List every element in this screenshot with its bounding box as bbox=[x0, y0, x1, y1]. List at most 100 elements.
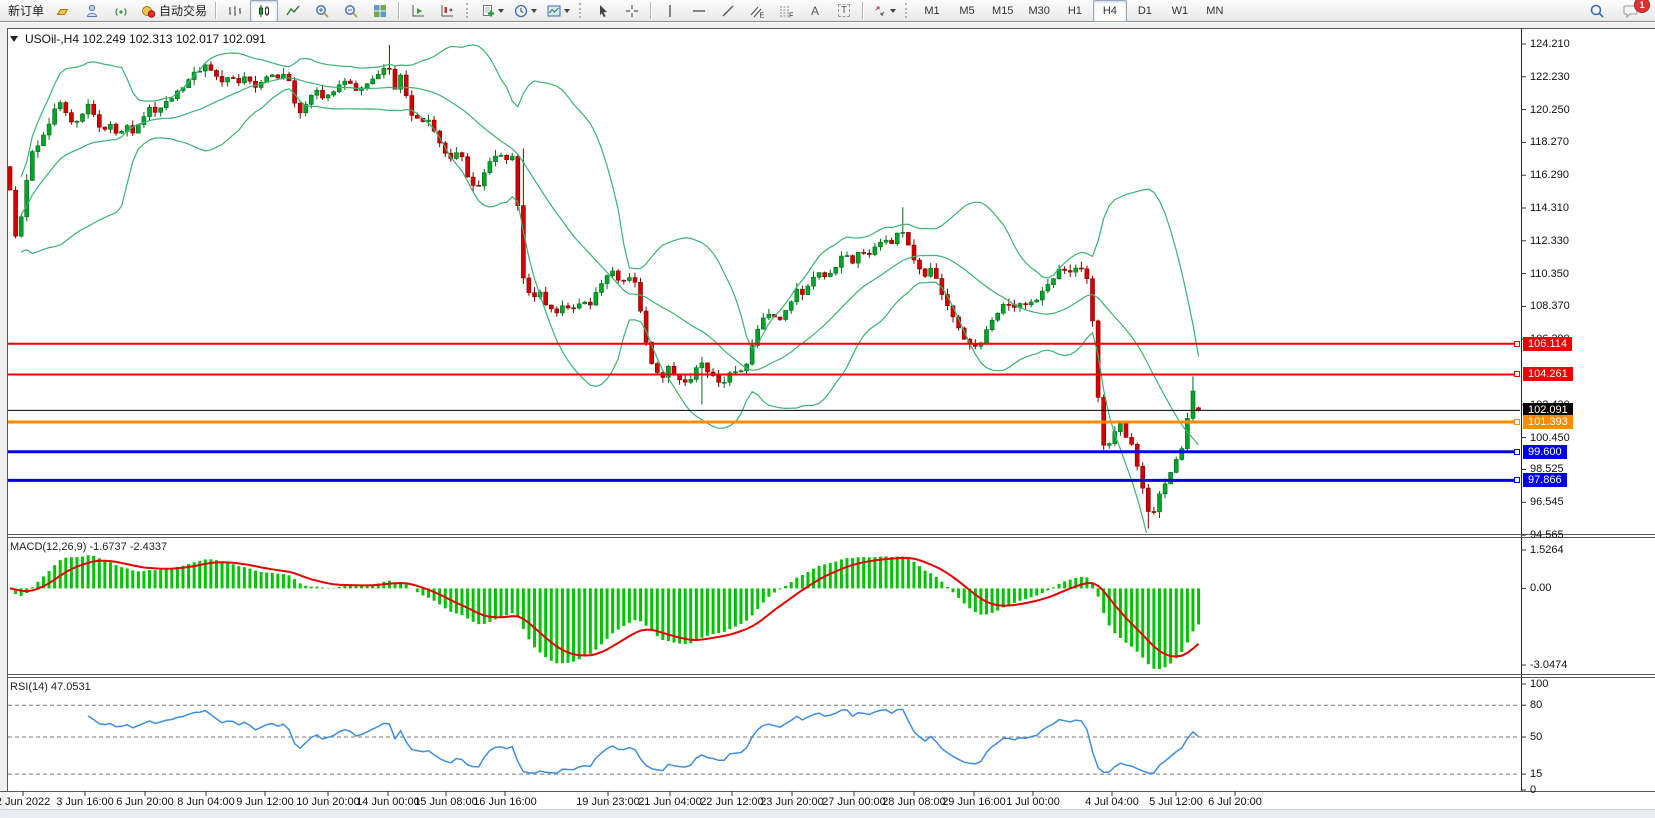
template-button[interactable] bbox=[542, 0, 574, 22]
candles-layer bbox=[8, 45, 1201, 529]
cursor-button[interactable] bbox=[589, 0, 617, 22]
line-anchor-marker bbox=[1514, 448, 1520, 455]
panel-divider[interactable] bbox=[7, 534, 1655, 535]
price-tag-101.393[interactable]: 101.393 bbox=[1514, 414, 1573, 429]
price-tick-label: 98.525 bbox=[1530, 463, 1564, 476]
toolbar-right: 1 bbox=[1583, 0, 1651, 22]
timeframe-h1-button[interactable]: H1 bbox=[1067, 4, 1082, 17]
search-icon[interactable] bbox=[1583, 0, 1611, 22]
macd-tick-label: 1.5264 bbox=[1530, 544, 1564, 557]
timeframe-m15-button[interactable]: M15 bbox=[992, 4, 1014, 17]
time-tick-label: 21 Jun 04:00 bbox=[638, 796, 702, 808]
rsi-tick-label: 100 bbox=[1530, 678, 1549, 690]
bollinger-bands bbox=[20, 44, 1200, 533]
elliott-wave-button[interactable]: E bbox=[743, 0, 771, 22]
chevron-down-icon bbox=[498, 9, 505, 16]
price-tick-label: 96.545 bbox=[1530, 496, 1564, 509]
panel-divider[interactable] bbox=[7, 537, 1655, 538]
price-tick-label: 100.450 bbox=[1530, 431, 1570, 444]
price-tag-106.114[interactable]: 106.114 bbox=[1514, 336, 1572, 351]
price-tick-label: 118.270 bbox=[1530, 136, 1569, 149]
window-margin bbox=[0, 23, 1655, 28]
candlestick-chart-button[interactable] bbox=[250, 0, 279, 22]
rsi-tick-label: 50 bbox=[1530, 731, 1543, 743]
time-tick-label: 1 Jul 00:00 bbox=[1006, 796, 1060, 808]
text-label-button[interactable]: T bbox=[830, 0, 858, 22]
line-anchor-marker bbox=[1514, 371, 1520, 378]
new-order-button[interactable]: 新订单 bbox=[8, 4, 45, 18]
time-tick-label: 14 Jun 00:00 bbox=[356, 796, 420, 808]
signal-icon[interactable] bbox=[107, 0, 135, 22]
auto-scroll-button[interactable] bbox=[404, 0, 432, 22]
periods-button[interactable] bbox=[509, 0, 541, 22]
timeframe-mn-button[interactable]: MN bbox=[1206, 4, 1224, 17]
bollinger-lower-line bbox=[20, 88, 1148, 533]
price-tick-label: 124.210 bbox=[1530, 38, 1570, 50]
indicators-button[interactable] bbox=[476, 0, 508, 22]
svg-text:F: F bbox=[789, 12, 793, 19]
time-tick-label: 2 Jun 2022 bbox=[0, 796, 51, 808]
timeframe-group: M1 M5 M15 M30 H1 H4 D1 W1 MN bbox=[915, 0, 1232, 22]
price-tag-104.261[interactable]: 104.261 bbox=[1514, 367, 1573, 382]
price-tag-97.866[interactable]: 97.866 bbox=[1514, 473, 1567, 488]
collapse-arrow-icon[interactable] bbox=[10, 36, 18, 46]
horizontal-line-button[interactable] bbox=[685, 0, 713, 22]
zoom-out-button[interactable] bbox=[337, 0, 365, 22]
price-tick-label: 116.290 bbox=[1530, 169, 1569, 182]
gold-ingot-icon[interactable] bbox=[49, 0, 77, 22]
chevron-down-icon bbox=[890, 9, 897, 16]
bar-chart-button[interactable] bbox=[221, 0, 249, 22]
time-tick-label: 16 Jun 16:00 bbox=[473, 796, 537, 808]
line-chart-button[interactable] bbox=[279, 0, 307, 22]
accounts-icon[interactable] bbox=[78, 0, 106, 22]
panel-divider[interactable] bbox=[7, 674, 1655, 675]
macd-signal-line bbox=[9, 556, 1200, 658]
text-button[interactable]: A bbox=[811, 3, 820, 18]
notification-badge: 1 bbox=[1634, 0, 1650, 13]
timeframe-m30-button[interactable]: M30 bbox=[1028, 4, 1050, 17]
autotrade-label: 自动交易 bbox=[159, 4, 208, 18]
chart-window[interactable]: USOil-,H4 102.249 102.313 102.017 102.09… bbox=[0, 23, 1655, 818]
time-tick-label: 29 Jun 16:00 bbox=[942, 796, 1006, 808]
rsi-level-lines bbox=[8, 704, 1520, 775]
axis-tick-marks bbox=[22, 43, 1526, 796]
toolbar-grip bbox=[905, 3, 910, 18]
timeframe-m5-button[interactable]: M5 bbox=[959, 4, 975, 17]
chart-title: USOil-,H4 102.249 102.313 102.017 102.09… bbox=[10, 31, 266, 46]
timeframe-m1-button[interactable]: M1 bbox=[924, 4, 940, 17]
panel-border bbox=[0, 791, 1655, 792]
time-tick-label: 10 Jun 20:00 bbox=[296, 796, 360, 808]
macd-label: MACD(12,26,9) -1.6737 -2.4337 bbox=[10, 541, 168, 553]
time-tick-label: 8 Jun 04:00 bbox=[177, 796, 235, 808]
axis-line bbox=[1521, 28, 1522, 791]
time-tick-label: 5 Jul 12:00 bbox=[1149, 796, 1203, 808]
rsi-tick-label: 0 bbox=[1530, 784, 1537, 796]
timeframe-h4-button[interactable]: H4 bbox=[1092, 0, 1127, 22]
panel-divider[interactable] bbox=[7, 677, 1655, 678]
vertical-line-button[interactable] bbox=[656, 0, 684, 22]
autotrade-button[interactable]: 自动交易 bbox=[136, 0, 211, 22]
chat-button[interactable]: 1 bbox=[1617, 0, 1650, 22]
crosshair-button[interactable] bbox=[618, 0, 646, 22]
toolbar-grip bbox=[579, 3, 584, 18]
fibonacci-button[interactable]: F bbox=[772, 0, 800, 22]
price-tag-102.091[interactable]: 102.091 bbox=[1523, 403, 1573, 418]
price-tag-99.600[interactable]: 99.600 bbox=[1514, 444, 1567, 459]
time-tick-label: 4 Jul 04:00 bbox=[1085, 796, 1139, 808]
tile-windows-button[interactable] bbox=[366, 0, 394, 22]
autotrade-icon bbox=[142, 5, 156, 18]
price-level-lines[interactable] bbox=[8, 342, 1520, 482]
macd-tick-label: -3.0474 bbox=[1530, 659, 1568, 671]
rsi-label: RSI(14) 47.0531 bbox=[10, 681, 91, 693]
timeframe-w1-button[interactable]: W1 bbox=[1171, 4, 1189, 17]
time-tick-label: 3 Jun 16:00 bbox=[56, 796, 114, 808]
chart-shift-button[interactable] bbox=[433, 0, 461, 22]
rsi-line bbox=[87, 708, 1200, 775]
arrows-button[interactable] bbox=[868, 0, 900, 22]
trendline-button[interactable] bbox=[714, 0, 742, 22]
timeframe-d1-button[interactable]: D1 bbox=[1137, 4, 1152, 17]
line-anchor-marker bbox=[1514, 340, 1520, 347]
separator bbox=[650, 2, 653, 19]
zoom-in-button[interactable] bbox=[308, 0, 336, 22]
